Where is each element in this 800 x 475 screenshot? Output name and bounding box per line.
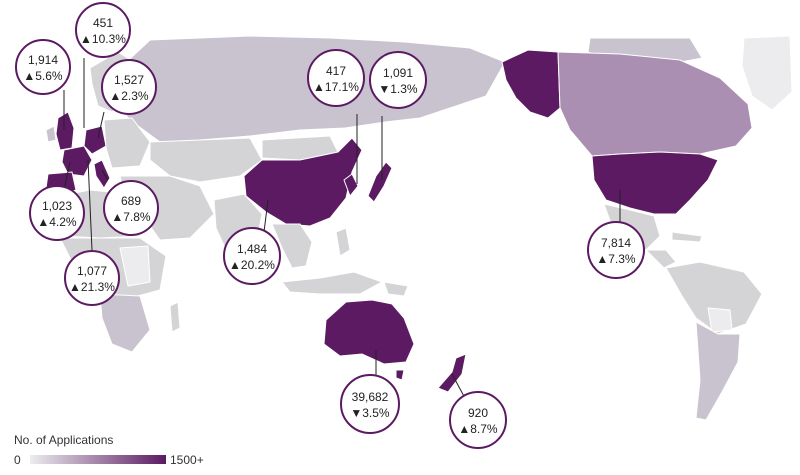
callout-australia: 39,682 ▼3.5% (340, 374, 400, 434)
region-indonesia (281, 271, 384, 295)
callout-usa: 7,814 ▲7.3% (587, 221, 645, 279)
region-southeast-asia (271, 223, 313, 269)
leader-france (63, 161, 71, 191)
region-png (383, 281, 409, 297)
region-ireland (45, 125, 57, 143)
callout-change: ▲21.3% (69, 280, 115, 294)
callout-change: ▲7.3% (596, 252, 636, 266)
legend-gradient-bar (30, 455, 166, 464)
callout-uk: 1,914 ▲5.6% (15, 39, 71, 95)
leader-spain (87, 159, 93, 251)
region-eastern-europe (103, 117, 151, 169)
region-bolivia (707, 307, 733, 333)
leader-germany (97, 111, 105, 139)
leader-italy (101, 169, 109, 181)
region-germany (83, 125, 107, 155)
region-philippines (335, 227, 351, 257)
callout-value: 417 (326, 64, 346, 78)
callout-change: ▲2.3% (109, 89, 149, 103)
region-russia (111, 35, 506, 143)
callout-china: 1,484 ▲20.2% (223, 227, 281, 285)
callout-value: 1,077 (77, 264, 107, 278)
region-korea (343, 173, 359, 197)
callout-spain: 1,077 ▲21.3% (64, 250, 120, 306)
callout-change: ▲20.2% (229, 258, 275, 272)
region-canada (557, 51, 753, 157)
callout-change: ▲8.7% (458, 422, 498, 436)
region-usa (591, 151, 719, 215)
callout-change: ▲17.1% (313, 80, 359, 94)
callout-value: 1,484 (237, 242, 267, 256)
leader-china (263, 199, 269, 233)
legend-max-label: 1500+ (170, 453, 204, 467)
callout-value: 1,023 (42, 199, 72, 213)
callout-value: 1,527 (114, 73, 144, 87)
callout-new-zealand: 920 ▲8.7% (449, 391, 507, 449)
callout-change: ▼3.5% (350, 406, 390, 420)
callout-value: 1,914 (28, 53, 58, 67)
callout-value: 7,814 (601, 236, 631, 250)
callout-south-korea: 417 ▲17.1% (307, 49, 365, 107)
callout-germany: 1,527 ▲2.3% (101, 59, 157, 115)
region-madagascar (169, 301, 181, 333)
callout-change: ▲7.8% (111, 210, 151, 224)
callout-japan: 1,091 ▼1.3% (369, 51, 427, 109)
region-south-america-north (665, 261, 763, 335)
callout-france: 1,023 ▲4.2% (29, 185, 85, 241)
region-australia (323, 299, 415, 365)
callout-netherlands: 451 ▲10.3% (75, 2, 131, 58)
callout-change: ▼1.3% (378, 82, 418, 96)
callout-italy: 689 ▲7.8% (103, 180, 159, 236)
region-west-africa-pale (119, 245, 151, 287)
region-uk (55, 111, 75, 151)
callout-change: ▲10.3% (80, 32, 126, 46)
callout-change: ▲5.6% (23, 69, 63, 83)
legend-min-label: 0 (14, 453, 21, 467)
callout-value: 689 (121, 194, 141, 208)
region-new-zealand (437, 353, 467, 393)
region-south-america-south (695, 321, 741, 421)
region-alaska (501, 49, 561, 119)
region-japan (367, 161, 393, 203)
region-italy (93, 159, 111, 189)
callout-value: 920 (468, 406, 488, 420)
callout-change: ▲4.2% (37, 215, 77, 229)
region-tasmania (395, 369, 405, 381)
region-greenland (741, 35, 793, 111)
region-france (61, 145, 93, 177)
legend-title: No. of Applications (14, 433, 114, 447)
callout-value: 39,682 (352, 390, 389, 404)
callout-value: 451 (93, 16, 113, 30)
region-caribbean (671, 231, 703, 243)
region-south-africa (99, 293, 151, 353)
callout-value: 1,091 (383, 66, 413, 80)
region-central-america (644, 249, 677, 269)
region-central-asia (149, 137, 263, 183)
